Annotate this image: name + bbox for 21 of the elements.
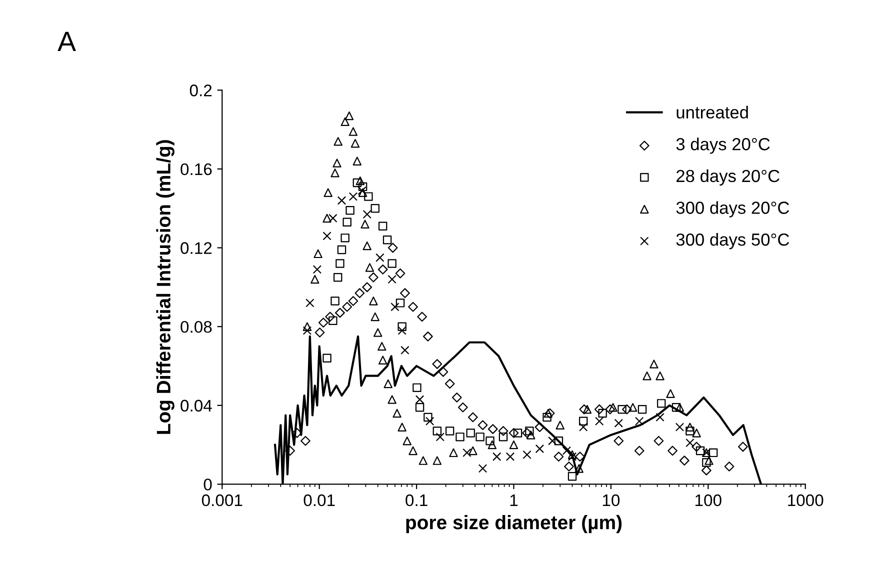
y-tick-label: 0.08 xyxy=(180,320,212,333)
x-tick-label: 0.01 xyxy=(304,494,335,506)
y-tick-label: 0.2 xyxy=(190,84,212,96)
x-tick-label: 1 xyxy=(510,494,518,506)
legend-label: untreated xyxy=(676,106,748,119)
x-tick-label: 0.1 xyxy=(406,494,428,506)
legend-label: 300 days 50°C xyxy=(676,233,790,250)
x-tick-label: 1000 xyxy=(788,494,824,506)
legend-label: 3 days 20°C xyxy=(676,138,770,154)
y-tick-label: 0.16 xyxy=(180,163,212,176)
x-axis-title: pore size diameter (µm) xyxy=(406,515,622,534)
y-tick-label: 0 xyxy=(204,478,212,490)
x-tick-label: 0.001 xyxy=(202,494,242,506)
y-tick-label: 0.04 xyxy=(180,400,212,412)
x-tick-label: 100 xyxy=(696,494,722,506)
legend-label: 28 days 20°C xyxy=(676,169,780,186)
legend-label: 300 days 20°C xyxy=(676,201,790,218)
text: A xyxy=(58,32,76,52)
y-tick-label: 0.12 xyxy=(180,242,212,254)
y-axis-title: Log Differential Intrusion (mL/g) xyxy=(156,140,174,434)
x-tick-label: 10 xyxy=(602,494,620,506)
